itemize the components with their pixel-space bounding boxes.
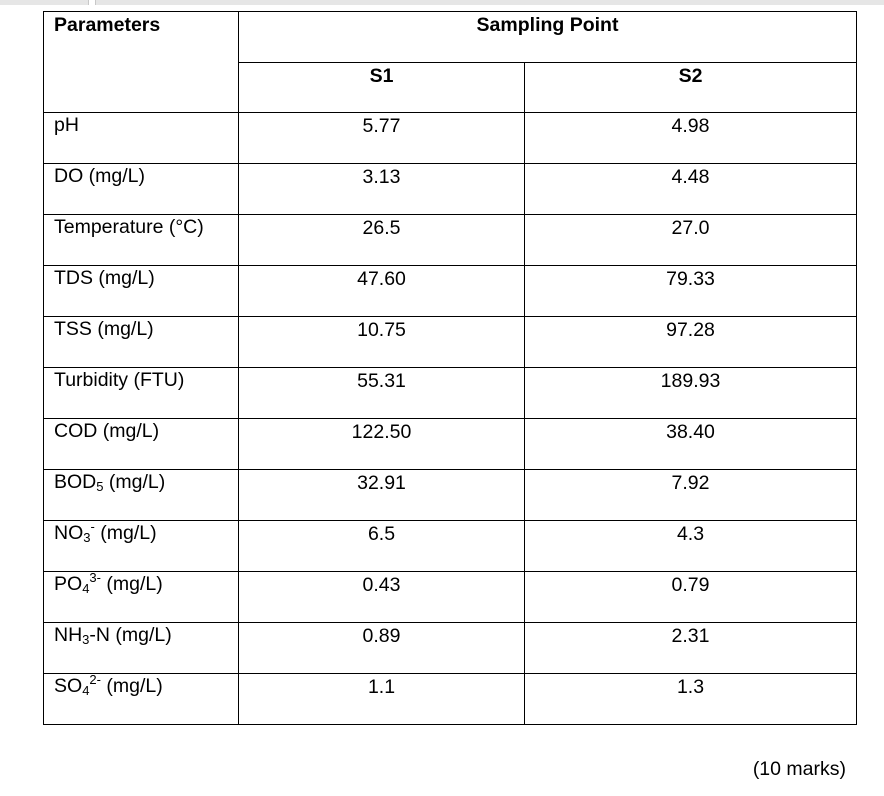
s1-value: 1.1 [238,673,525,725]
parameter-cell: DO (mg/L) [43,163,239,215]
parameter-superscript: 3- [89,570,101,585]
table-row: PO43- (mg/L) 0.43 0.79 [43,570,858,623]
s2-header: S2 [523,62,858,113]
table-row: Temperature (°C) 26.5 27.0 [43,214,858,266]
parameter-cell: TSS (mg/L) [43,316,239,368]
parameter-superscript: 2- [89,672,101,687]
s2-value: 38.40 [523,418,858,470]
s2-value: 2.31 [523,622,858,674]
parameters-table: Parameters Sampling Point S1 S2 pH 5.77 … [43,11,858,725]
parameter-base: SO [54,675,83,697]
parameter-cell: Turbidity (FTU) [43,367,239,419]
parameter-cell: SO42- (mg/L) [43,672,239,725]
table-row: pH 5.77 4.98 [43,112,858,164]
parameter-subscript: 5 [96,479,104,494]
parameter-unit: (mg/L) [100,573,163,595]
s1-value: 0.89 [238,622,525,674]
table-row: SO42- (mg/L) 1.1 1.3 [43,672,858,725]
s2-value: 189.93 [523,367,858,419]
s2-value: 27.0 [523,214,858,266]
parameter-superscript: - [90,519,95,534]
table-row: NH3-N (mg/L) 0.89 2.31 [43,622,858,674]
parameter-cell: NO3- (mg/L) [43,519,239,572]
s2-value: 1.3 [523,673,858,725]
s1-value: 55.31 [238,367,525,419]
parameter-cell: PO43- (mg/L) [43,570,239,623]
header-row: Parameters Sampling Point [43,11,858,113]
s1-value: 10.75 [238,316,525,368]
parameter-subscript: 4 [82,683,90,698]
parameter-unit: -N (mg/L) [89,624,172,646]
parameter-base: NH [54,624,83,646]
table-row: TSS (mg/L) 10.75 97.28 [43,316,858,368]
s1-value: 0.43 [238,571,525,623]
parameter-cell: pH [43,112,239,164]
s2-value: 7.92 [523,469,858,521]
parameter-cell: COD (mg/L) [43,418,239,470]
table-row: BOD5 (mg/L) 32.91 7.92 [43,469,858,521]
top-strip [0,0,884,5]
parameters-header-cell: Parameters [43,11,239,113]
table-row: COD (mg/L) 122.50 38.40 [43,418,858,470]
parameter-unit: (mg/L) [103,471,166,493]
s2-value: 0.79 [523,571,858,623]
table-row: DO (mg/L) 3.13 4.48 [43,163,858,215]
s1-value: 122.50 [238,418,525,470]
parameter-subscript: 3 [82,632,90,647]
parameters-header: Parameters [54,14,161,36]
sampling-point-header: Sampling Point [237,11,858,63]
subheader-row: S1 S2 [44,62,858,113]
s2-value: 97.28 [523,316,858,368]
s1-value: 5.77 [238,112,525,164]
parameter-unit: (mg/L) [94,522,157,544]
s2-value: 4.3 [523,520,858,572]
parameter-cell: TDS (mg/L) [43,265,239,317]
table-row: Turbidity (FTU) 55.31 189.93 [43,367,858,419]
parameter-cell: Temperature (°C) [43,214,239,266]
ruler-marker [88,0,96,5]
table-row: NO3- (mg/L) 6.5 4.3 [43,519,858,572]
s1-value: 26.5 [238,214,525,266]
s1-value: 32.91 [238,469,525,521]
parameter-cell: BOD5 (mg/L) [43,469,239,521]
parameter-subscript: 4 [82,581,90,596]
parameter-unit: (mg/L) [100,675,163,697]
s2-value: 4.48 [523,163,858,215]
parameter-base: PO [54,573,83,595]
parameter-base: NO [54,522,84,544]
s1-header: S1 [238,62,525,113]
marks-label: (10 marks) [752,758,846,780]
s1-value: 47.60 [238,265,525,317]
parameter-base: BOD [54,471,97,493]
parameter-subscript: 3 [83,530,91,545]
s1-value: 6.5 [238,520,525,572]
table-row: TDS (mg/L) 47.60 79.33 [43,265,858,317]
s2-value: 79.33 [523,265,858,317]
parameter-cell: NH3-N (mg/L) [43,622,239,674]
s2-value: 4.98 [523,112,858,164]
s1-value: 3.13 [238,163,525,215]
